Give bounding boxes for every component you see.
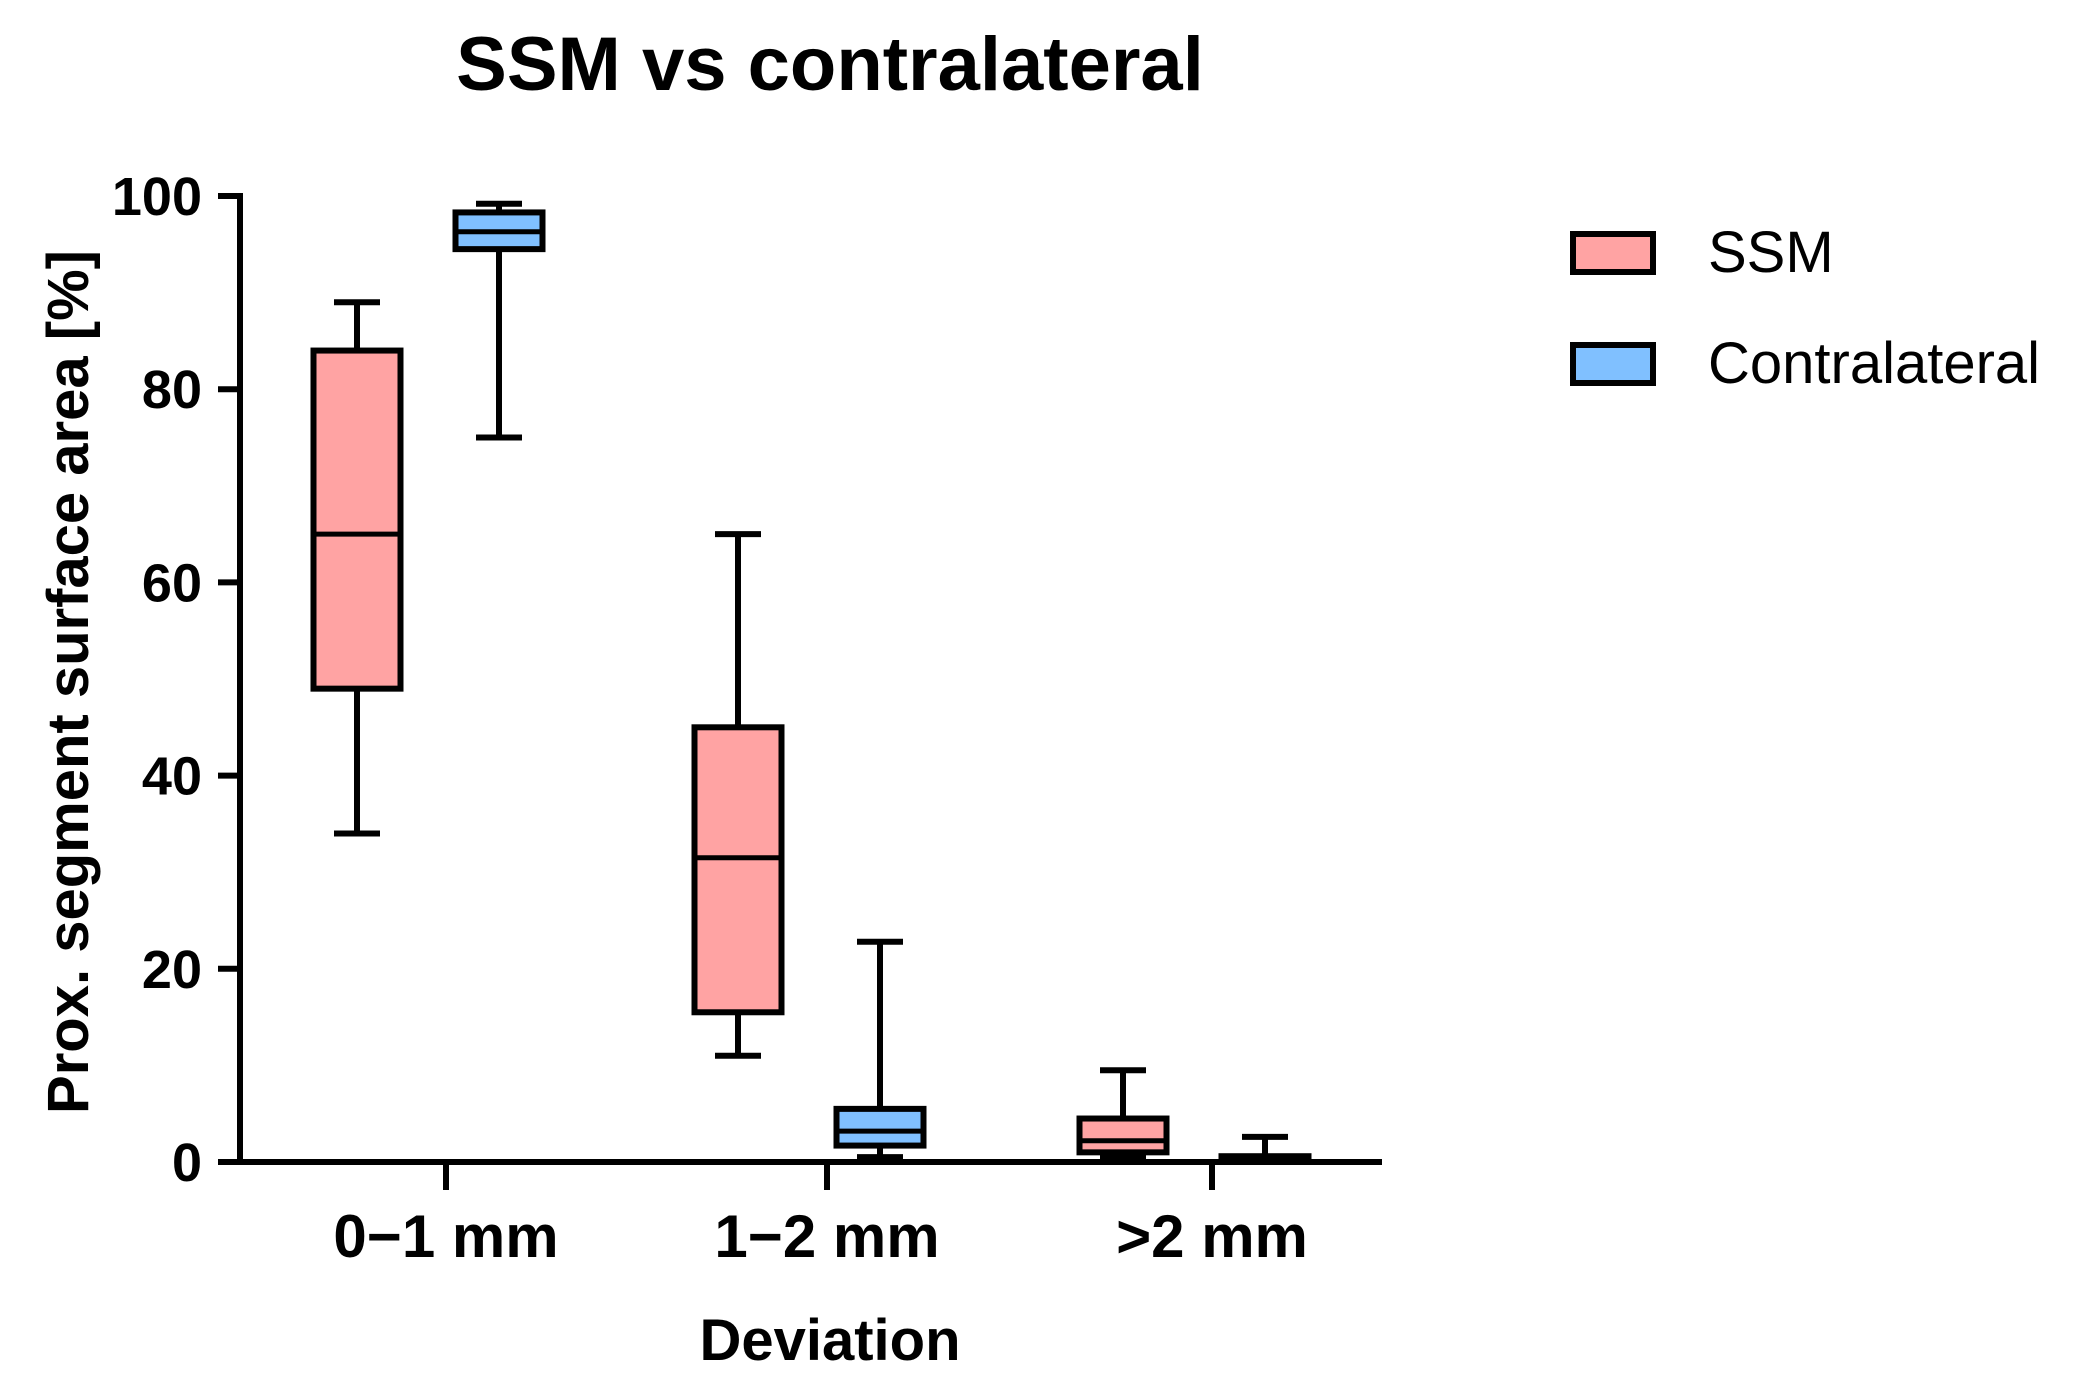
x-tick-label: 1−2 mm <box>714 1203 939 1270</box>
y-tick-label: 40 <box>142 747 202 807</box>
box-ssm-2 <box>691 531 785 1059</box>
legend-item-contralateral: Contralateral <box>1570 331 2040 396</box>
legend-item-ssm: SSM <box>1570 220 1834 285</box>
box-iqr <box>1076 1115 1170 1156</box>
box-iqr <box>833 1105 927 1149</box>
y-ticks: 0 20 40 60 80 100 <box>112 167 240 1193</box>
legend: SSM Contralateral <box>1570 220 2040 396</box>
x-tick-label: 0−1 mm <box>333 1203 558 1270</box>
chart-title: SSM vs contralateral <box>456 22 1204 107</box>
legend-swatch <box>1570 342 1656 386</box>
legend-label: Contralateral <box>1708 331 2040 396</box>
legend-swatch <box>1570 231 1656 275</box>
box-iqr <box>691 724 785 1016</box>
x-axis-title: Deviation <box>699 1308 960 1373</box>
y-tick-label: 80 <box>142 360 202 420</box>
axes <box>237 193 1382 1165</box>
y-tick-label: 100 <box>112 167 202 227</box>
box-iqr <box>310 347 404 692</box>
y-tick-label: 0 <box>172 1133 202 1193</box>
y-tick-label: 20 <box>142 940 202 1000</box>
y-axis-title: Prox. segment surface area [%] <box>36 250 101 1114</box>
y-tick-label: 60 <box>142 553 202 613</box>
box-contralateral-2 <box>833 938 927 1161</box>
legend-label: SSM <box>1708 220 1834 285</box>
boxes <box>310 200 1312 1165</box>
box-contralateral-3 <box>1218 1133 1312 1165</box>
box-contralateral-1 <box>452 200 546 441</box>
box-ssm-1 <box>310 299 404 837</box>
x-tick-label: >2 mm <box>1116 1203 1308 1270</box>
x-ticks: 0−1 mm 1−2 mm >2 mm <box>333 1162 1308 1270</box>
box-ssm-3 <box>1076 1067 1170 1161</box>
